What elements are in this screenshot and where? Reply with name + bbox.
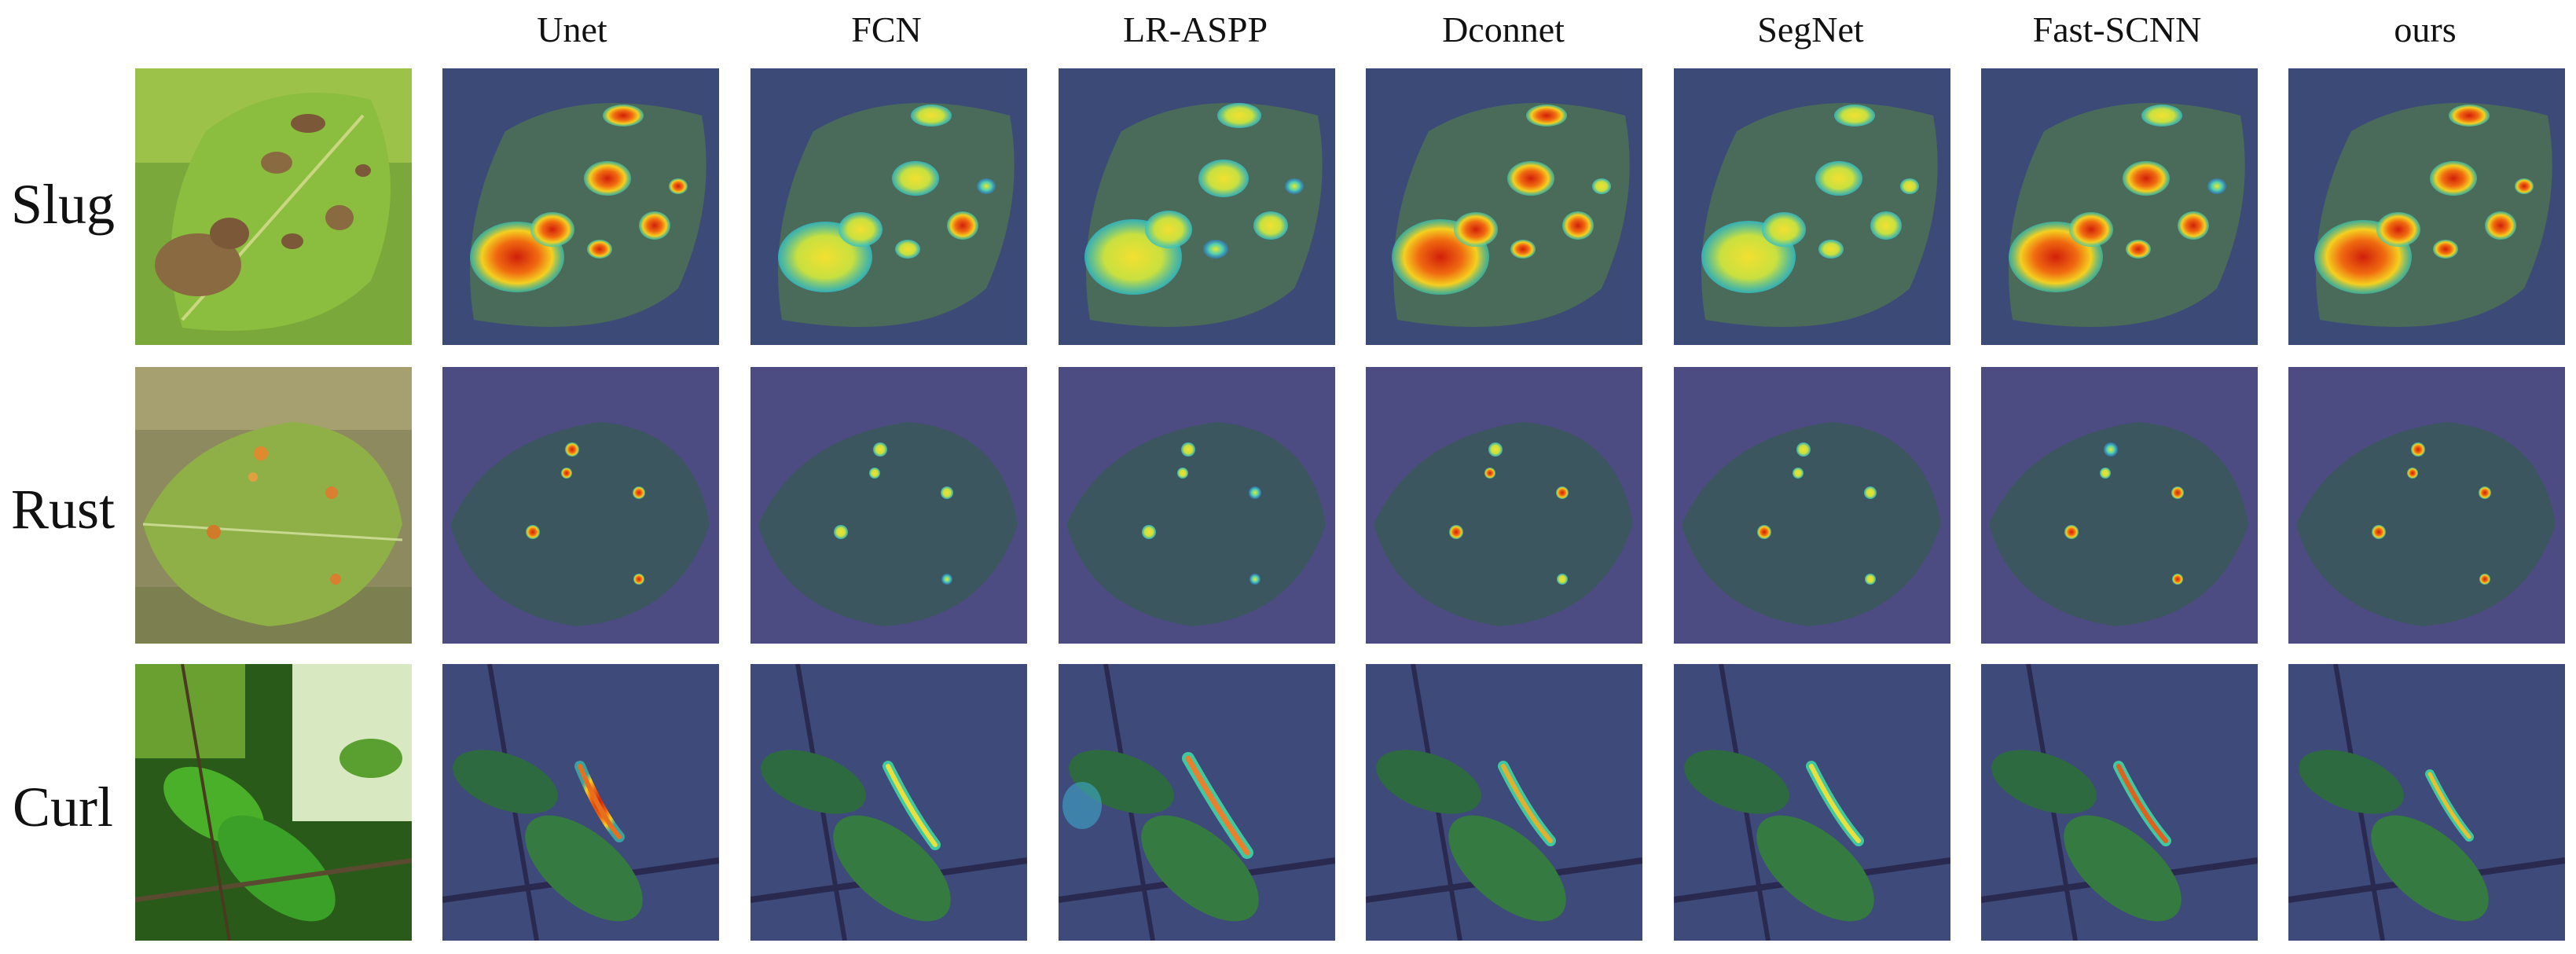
rust-original-image bbox=[135, 367, 412, 644]
rust-ours-result bbox=[2288, 367, 2565, 644]
curl-ours-result bbox=[2288, 664, 2565, 941]
curl-fast-scnn-result bbox=[1981, 664, 2258, 941]
column-header-lr-aspp: LR-ASPP bbox=[1122, 9, 1268, 50]
row-label-slug: Slug bbox=[10, 173, 116, 236]
slug-original-image bbox=[135, 68, 412, 345]
rust-dconnet-result bbox=[1366, 367, 1642, 644]
curl-dconnet-result bbox=[1366, 664, 1642, 941]
rust-segnet-result bbox=[1674, 367, 1950, 644]
row-label-curl: Curl bbox=[12, 776, 113, 838]
slug-segnet-result bbox=[1674, 68, 1950, 345]
slug-fcn-result bbox=[750, 68, 1027, 345]
column-header-ours: ours bbox=[2394, 9, 2457, 50]
curl-unet-result bbox=[442, 664, 719, 941]
rust-lr-aspp-result bbox=[1059, 367, 1335, 644]
rust-fcn-result bbox=[750, 367, 1027, 644]
column-header-fast-scnn: Fast-SCNN bbox=[2032, 9, 2202, 50]
slug-dconnet-result bbox=[1366, 68, 1642, 345]
column-header-unet: Unet bbox=[537, 9, 607, 50]
rust-fast-scnn-result bbox=[1981, 367, 2258, 644]
column-header-segnet: SegNet bbox=[1757, 9, 1864, 50]
curl-segnet-result bbox=[1674, 664, 1950, 941]
curl-lr-aspp-result bbox=[1059, 664, 1335, 941]
slug-ours-result bbox=[2288, 68, 2565, 345]
slug-lr-aspp-result bbox=[1059, 68, 1335, 345]
curl-original-image bbox=[135, 664, 412, 941]
slug-unet-result bbox=[442, 68, 719, 345]
column-header-fcn: FCN bbox=[851, 9, 922, 50]
rust-unet-result bbox=[442, 367, 719, 644]
row-label-rust: Rust bbox=[10, 478, 116, 541]
slug-fast-scnn-result bbox=[1981, 68, 2258, 345]
column-header-dconnet: Dconnet bbox=[1442, 9, 1565, 50]
curl-fcn-result bbox=[750, 664, 1027, 941]
